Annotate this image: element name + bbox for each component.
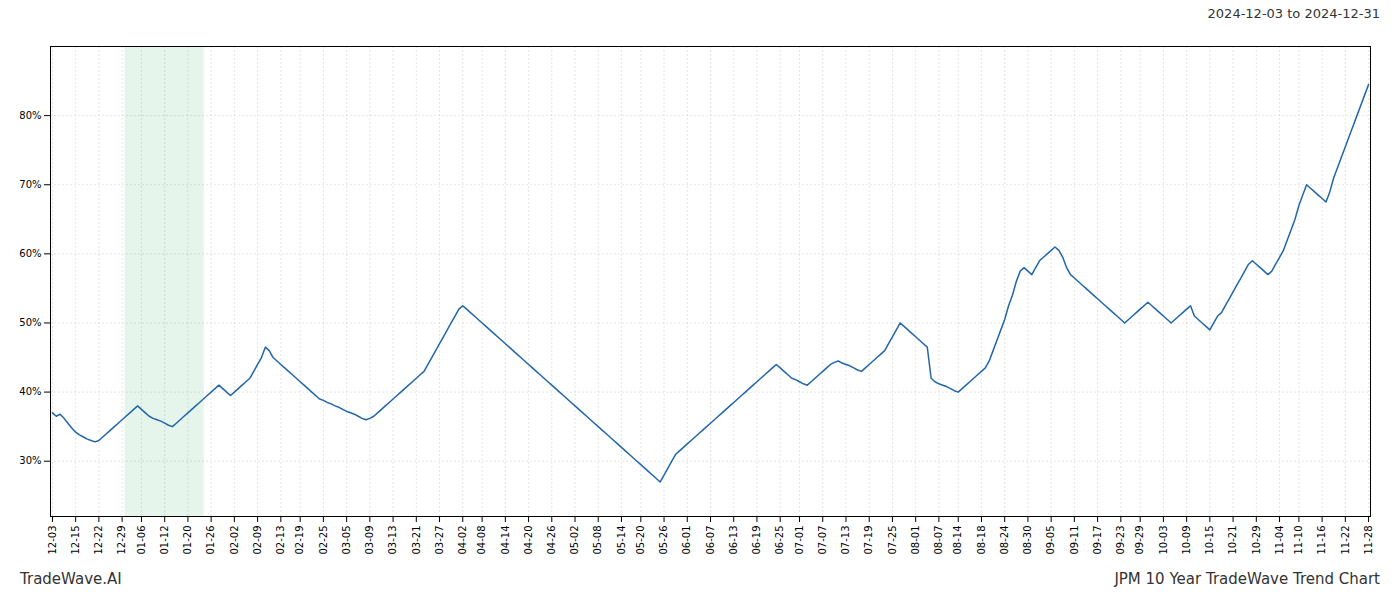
svg-text:05-02: 05-02 — [569, 526, 580, 555]
svg-text:80%: 80% — [19, 110, 41, 121]
svg-text:03-05: 03-05 — [341, 526, 352, 555]
svg-text:08-07: 08-07 — [933, 526, 944, 555]
svg-text:02-09: 02-09 — [252, 526, 263, 555]
svg-text:05-14: 05-14 — [616, 526, 627, 555]
svg-text:08-14: 08-14 — [952, 526, 963, 555]
svg-text:09-23: 09-23 — [1115, 526, 1126, 555]
svg-text:06-01: 06-01 — [681, 526, 692, 555]
svg-text:04-20: 04-20 — [523, 526, 534, 555]
svg-text:02-19: 02-19 — [294, 526, 305, 555]
svg-text:04-14: 04-14 — [500, 526, 511, 555]
svg-text:09-29: 09-29 — [1134, 526, 1145, 555]
svg-text:10-15: 10-15 — [1204, 526, 1215, 555]
svg-text:07-19: 07-19 — [863, 526, 874, 555]
svg-text:08-18: 08-18 — [976, 526, 987, 555]
svg-text:30%: 30% — [19, 455, 41, 466]
svg-text:02-13: 02-13 — [275, 526, 286, 555]
svg-text:50%: 50% — [19, 317, 41, 328]
svg-text:09-17: 09-17 — [1092, 526, 1103, 555]
svg-text:12-03: 12-03 — [47, 526, 58, 555]
svg-text:07-13: 07-13 — [840, 526, 851, 555]
svg-text:03-13: 03-13 — [387, 526, 398, 555]
svg-text:12-22: 12-22 — [93, 526, 104, 555]
svg-text:40%: 40% — [19, 386, 41, 397]
svg-text:70%: 70% — [19, 179, 41, 190]
svg-text:04-08: 04-08 — [476, 526, 487, 555]
svg-text:09-11: 09-11 — [1069, 526, 1080, 555]
svg-text:11-04: 11-04 — [1274, 526, 1285, 555]
svg-text:06-19: 06-19 — [751, 526, 762, 555]
svg-text:06-13: 06-13 — [728, 526, 739, 555]
svg-text:04-02: 04-02 — [457, 526, 468, 555]
html-text:2024-12-03 to 2024-12-31: 2024-12-03 to 2024-12-31 — [1207, 6, 1380, 21]
svg-text:09-05: 09-05 — [1045, 526, 1056, 555]
html-text:JPM 10 Year TradeWave Trend Ch: JPM 10 Year TradeWave Trend Chart — [1114, 570, 1380, 588]
svg-text:10-03: 10-03 — [1158, 526, 1169, 555]
svg-text:08-01: 08-01 — [910, 526, 921, 555]
svg-text:10-09: 10-09 — [1181, 526, 1192, 555]
svg-text:10-21: 10-21 — [1227, 526, 1238, 555]
svg-text:05-08: 05-08 — [592, 526, 603, 555]
svg-text:01-20: 01-20 — [182, 526, 193, 555]
svg-text:06-07: 06-07 — [705, 526, 716, 555]
svg-text:60%: 60% — [19, 248, 41, 259]
svg-text:01-06: 01-06 — [136, 526, 147, 555]
svg-text:07-25: 07-25 — [887, 526, 898, 555]
svg-text:06-25: 06-25 — [774, 526, 785, 555]
svg-text:04-26: 04-26 — [546, 526, 557, 555]
svg-text:03-27: 03-27 — [434, 526, 445, 555]
svg-text:02-25: 02-25 — [318, 526, 329, 555]
svg-text:05-20: 05-20 — [635, 526, 646, 555]
svg-text:05-26: 05-26 — [658, 526, 669, 555]
svg-text:08-24: 08-24 — [999, 526, 1010, 555]
svg-text:03-09: 03-09 — [364, 526, 375, 555]
svg-text:02-02: 02-02 — [229, 526, 240, 555]
svg-text:10-29: 10-29 — [1251, 526, 1262, 555]
svg-text:01-26: 01-26 — [205, 526, 216, 555]
svg-text:11-22: 11-22 — [1340, 526, 1351, 555]
svg-text:07-07: 07-07 — [817, 526, 828, 555]
html-text:TradeWave.AI: TradeWave.AI — [20, 570, 122, 588]
svg-text:12-15: 12-15 — [70, 526, 81, 555]
svg-text:11-16: 11-16 — [1316, 526, 1327, 555]
svg-text:07-01: 07-01 — [794, 526, 805, 555]
svg-text:01-12: 01-12 — [159, 526, 170, 555]
svg-text:08-30: 08-30 — [1022, 526, 1033, 555]
svg-text:11-10: 11-10 — [1293, 526, 1304, 555]
svg-text:11-28: 11-28 — [1363, 526, 1374, 555]
svg-text:03-21: 03-21 — [411, 526, 422, 555]
svg-text:12-29: 12-29 — [116, 526, 127, 555]
